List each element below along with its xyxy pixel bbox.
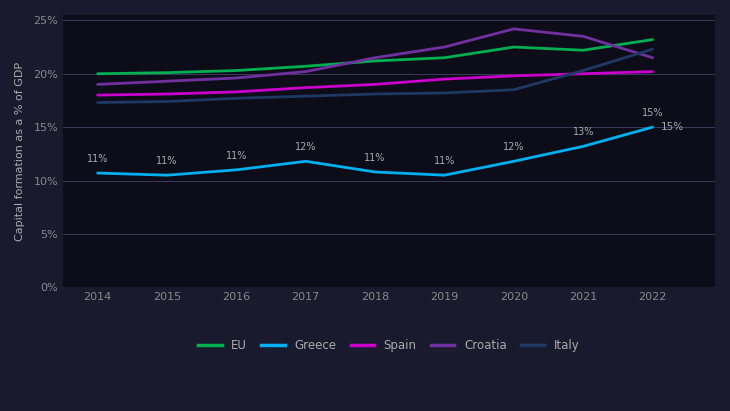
Italy (93, 100, 102, 105)
EU (232, 68, 241, 73)
Croatia (579, 34, 588, 39)
Greece (440, 173, 449, 178)
Text: 11%: 11% (434, 156, 455, 166)
Line: Greece: Greece (98, 127, 653, 175)
Greece (163, 173, 172, 178)
Italy (371, 92, 380, 97)
Spain (440, 76, 449, 81)
EU (163, 70, 172, 75)
Greece (510, 159, 518, 164)
Greece (371, 169, 380, 174)
EU (371, 58, 380, 63)
Text: 11%: 11% (364, 153, 385, 163)
Text: 11%: 11% (156, 156, 177, 166)
Spain (93, 92, 102, 97)
Croatia (93, 82, 102, 87)
EU (440, 55, 449, 60)
Text: 12%: 12% (503, 142, 525, 152)
Greece (301, 159, 310, 164)
Italy (648, 47, 657, 52)
Greece (579, 144, 588, 149)
Italy (510, 87, 518, 92)
Line: Spain: Spain (98, 72, 653, 95)
Legend: EU, Greece, Spain, Croatia, Italy: EU, Greece, Spain, Croatia, Italy (193, 334, 584, 356)
EU (648, 37, 657, 42)
Croatia (440, 44, 449, 49)
EU (579, 48, 588, 53)
Spain (371, 82, 380, 87)
Italy (301, 94, 310, 99)
Croatia (232, 76, 241, 81)
Text: 13%: 13% (572, 127, 594, 137)
Text: 15%: 15% (642, 108, 664, 118)
Spain (232, 90, 241, 95)
Croatia (510, 26, 518, 31)
Italy (163, 99, 172, 104)
Croatia (648, 55, 657, 60)
Line: Croatia: Croatia (98, 29, 653, 84)
Text: 11%: 11% (226, 151, 247, 161)
Line: EU: EU (98, 39, 653, 74)
Italy (579, 68, 588, 73)
Spain (301, 85, 310, 90)
Spain (579, 71, 588, 76)
Croatia (301, 69, 310, 74)
EU (93, 71, 102, 76)
Spain (163, 92, 172, 97)
Greece (232, 167, 241, 172)
Croatia (163, 79, 172, 84)
Y-axis label: Capital formation as a % of GDP: Capital formation as a % of GDP (15, 62, 25, 241)
Spain (510, 74, 518, 79)
EU (301, 64, 310, 69)
Line: Italy: Italy (98, 49, 653, 103)
Italy (232, 96, 241, 101)
Italy (440, 90, 449, 95)
Text: 12%: 12% (295, 142, 317, 152)
Greece (648, 125, 657, 129)
EU (510, 44, 518, 49)
Text: 11%: 11% (87, 154, 108, 164)
Text: 15%: 15% (661, 122, 684, 132)
Croatia (371, 55, 380, 60)
Greece (93, 171, 102, 175)
Spain (648, 69, 657, 74)
